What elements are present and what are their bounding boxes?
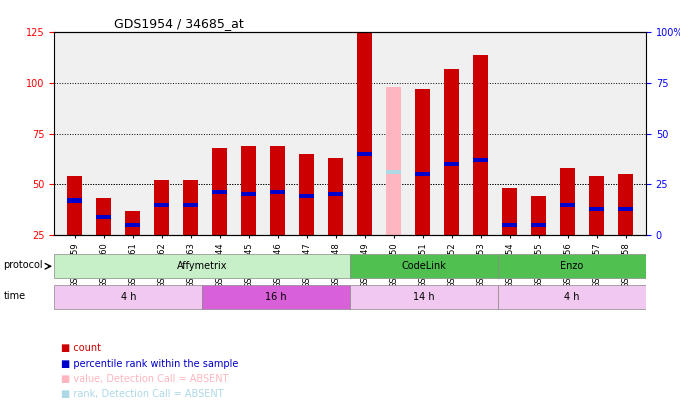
Bar: [299, 154, 314, 235]
Text: Enzo: Enzo: [560, 261, 583, 271]
Bar: [445, 162, 459, 166]
Bar: [473, 55, 488, 235]
FancyBboxPatch shape: [350, 254, 498, 278]
Text: 14 h: 14 h: [413, 292, 435, 302]
Text: 4 h: 4 h: [564, 292, 580, 302]
Bar: [241, 146, 256, 235]
Text: ■ value, Detection Call = ABSENT: ■ value, Detection Call = ABSENT: [61, 374, 228, 384]
Text: ■ percentile rank within the sample: ■ percentile rank within the sample: [61, 359, 239, 369]
Bar: [97, 215, 111, 219]
FancyBboxPatch shape: [54, 285, 203, 309]
Bar: [125, 211, 140, 235]
Bar: [386, 170, 401, 174]
Text: CodeLink: CodeLink: [402, 261, 447, 271]
Bar: [154, 202, 169, 207]
Text: Affymetrix: Affymetrix: [177, 261, 228, 271]
Bar: [358, 32, 372, 235]
FancyBboxPatch shape: [498, 285, 646, 309]
Bar: [415, 172, 430, 176]
Bar: [67, 198, 82, 202]
Bar: [184, 202, 198, 207]
Text: protocol: protocol: [3, 260, 43, 270]
Bar: [386, 87, 401, 235]
Bar: [358, 152, 372, 156]
Text: 4 h: 4 h: [120, 292, 136, 302]
Bar: [97, 198, 111, 235]
Bar: [532, 196, 546, 235]
Bar: [184, 180, 198, 235]
Bar: [590, 176, 604, 235]
Text: ■ rank, Detection Call = ABSENT: ■ rank, Detection Call = ABSENT: [61, 390, 224, 399]
Bar: [212, 190, 227, 194]
Bar: [618, 207, 633, 211]
Bar: [415, 89, 430, 235]
Text: ■ count: ■ count: [61, 343, 101, 353]
Bar: [125, 223, 140, 227]
Bar: [590, 207, 604, 211]
Text: 16 h: 16 h: [265, 292, 287, 302]
Bar: [503, 223, 517, 227]
Bar: [560, 202, 575, 207]
Bar: [271, 190, 285, 194]
Text: time: time: [3, 291, 26, 301]
Bar: [503, 188, 517, 235]
FancyBboxPatch shape: [498, 254, 646, 278]
Bar: [328, 158, 343, 235]
FancyBboxPatch shape: [350, 285, 498, 309]
Bar: [328, 192, 343, 196]
Bar: [271, 146, 285, 235]
Bar: [618, 174, 633, 235]
Text: GDS1954 / 34685_at: GDS1954 / 34685_at: [114, 17, 243, 30]
Bar: [154, 180, 169, 235]
Bar: [67, 176, 82, 235]
Bar: [445, 69, 459, 235]
FancyBboxPatch shape: [54, 254, 350, 278]
Bar: [241, 192, 256, 196]
Bar: [299, 194, 314, 198]
Bar: [212, 148, 227, 235]
Bar: [532, 223, 546, 227]
Bar: [473, 158, 488, 162]
FancyBboxPatch shape: [203, 285, 350, 309]
Bar: [560, 168, 575, 235]
